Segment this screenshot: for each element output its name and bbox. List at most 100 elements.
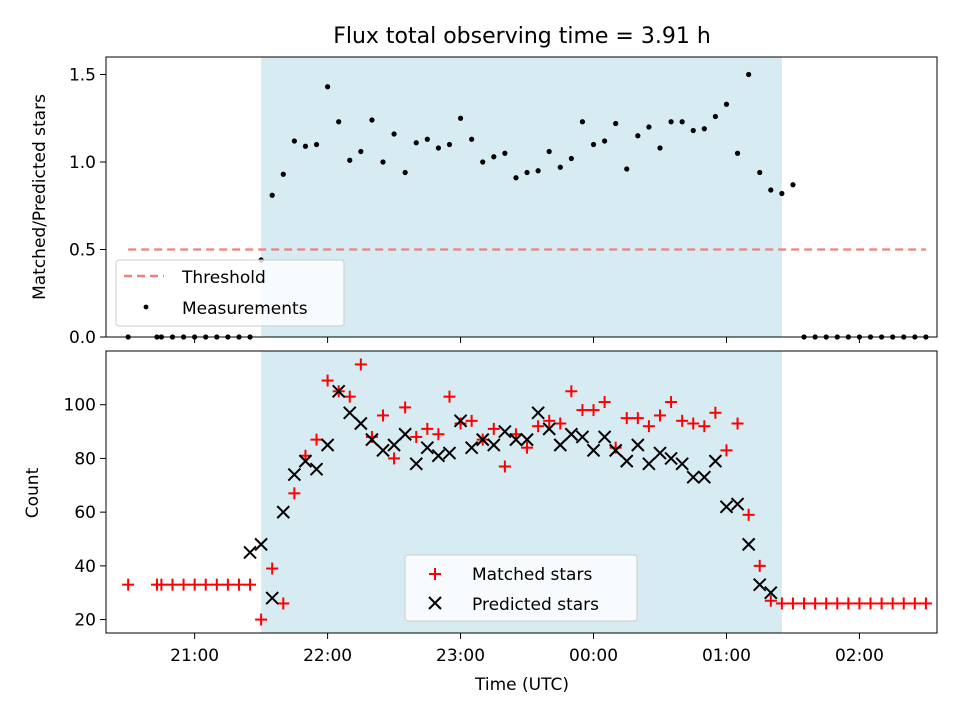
predicted-star-point — [398, 427, 412, 441]
top-plot-frame — [105, 56, 938, 338]
bottom-legend-box — [404, 554, 638, 622]
measurement-point — [635, 133, 641, 139]
predicted-star-point — [243, 545, 257, 560]
predicted-star-point — [708, 454, 723, 468]
predicted-star-point — [343, 406, 357, 420]
matched-star-point — [432, 428, 445, 441]
measurement-point — [491, 154, 497, 160]
predicted-star-point — [254, 537, 268, 552]
measurement-point — [457, 115, 464, 121]
measurement-point — [624, 166, 630, 172]
matched-star-point — [321, 374, 334, 387]
predicted-star-point — [586, 443, 601, 458]
measurement-point — [402, 169, 408, 176]
measurement-point — [579, 119, 586, 125]
measurement-point — [701, 126, 707, 132]
y-tick-label: 60 — [74, 503, 96, 523]
measurement-point — [568, 155, 574, 162]
matched-star-point — [343, 390, 356, 403]
matched-star-point — [897, 597, 910, 610]
predicted-star-point — [442, 446, 457, 460]
matched-star-point — [388, 452, 401, 465]
matched-star-point — [543, 414, 556, 427]
matched-star-point — [554, 417, 567, 430]
matched-star-point — [166, 578, 179, 591]
predicted-star-point — [719, 500, 734, 514]
matched-star-point — [753, 559, 766, 572]
measurement-point — [280, 171, 286, 177]
bottom-plot-content — [122, 358, 932, 626]
x-tick-label: 23:00 — [436, 646, 485, 666]
matched-star-point — [786, 597, 799, 610]
matched-star-point — [255, 613, 268, 626]
matched-star-point — [886, 597, 899, 610]
measurement-point — [590, 141, 597, 148]
matched-star-point — [155, 578, 168, 591]
matched-star-point — [498, 460, 511, 473]
top-legend-box — [115, 259, 345, 327]
matched-star-point — [421, 422, 434, 435]
measurement-point — [513, 175, 519, 181]
matched-star-point — [587, 404, 600, 417]
matched-star-point — [199, 578, 212, 591]
top-x-tick-marks — [194, 337, 860, 343]
matched-star-point — [598, 396, 611, 409]
matched-star-point — [642, 420, 655, 433]
matched-star-point — [122, 578, 135, 591]
matched-star-point — [487, 422, 500, 435]
predicted-star-point — [730, 497, 745, 511]
predicted-star-point — [354, 416, 368, 431]
measurement-point — [325, 84, 331, 90]
bottom-legend: Matched stars Predicted stars — [404, 554, 638, 622]
top-y-axis-label: Matched/Predicted stars — [30, 94, 50, 300]
predicted-star-point — [431, 449, 446, 463]
measurement-point — [546, 148, 552, 155]
matched-star-point — [266, 562, 279, 575]
predicted-star-point — [597, 430, 612, 444]
predicted-star-point — [409, 457, 423, 471]
matched-star-point — [853, 597, 866, 610]
matched-star-point — [875, 597, 888, 610]
predicted-star-point — [298, 454, 313, 468]
predicted-stars-legend-label: Predicted stars — [472, 595, 599, 615]
predicted-star-point — [564, 427, 579, 441]
predicted-star-point — [520, 432, 534, 447]
matched-star-point — [177, 578, 190, 591]
matched-star-point — [399, 401, 412, 414]
matched-star-point — [443, 390, 456, 403]
y-tick-label: 20 — [74, 611, 96, 631]
y-tick-label: 1.0 — [69, 153, 96, 173]
measurement-point — [480, 159, 486, 165]
predicted-star-point — [753, 577, 767, 592]
top-legend: Threshold Measurements — [115, 259, 345, 327]
measurement-point — [469, 136, 475, 142]
predicted-star-point — [376, 443, 390, 458]
matched-star-point — [377, 409, 389, 422]
matched-star-point — [354, 358, 367, 371]
matched-star-point — [521, 441, 534, 454]
matched-star-point — [709, 406, 722, 419]
predicted-star-point — [553, 438, 567, 452]
measurement-point — [779, 190, 785, 197]
measurement-point — [358, 148, 364, 155]
measurement-point — [435, 145, 441, 151]
matched-star-point — [809, 597, 822, 610]
measurement-point — [502, 150, 508, 156]
bottom-x-axis: 21:00 22:00 23:00 00:00 01:00 02:00 — [170, 633, 884, 666]
matched-star-point — [720, 444, 733, 457]
measurement-point — [302, 143, 309, 149]
matched-stars-legend-label: Matched stars — [472, 565, 592, 585]
top-y-axis: 0.0 0.5 1.0 1.5 — [69, 66, 106, 348]
matched-star-point — [654, 409, 666, 422]
measurement-point — [413, 140, 419, 146]
predicted-star-point — [664, 451, 678, 466]
predicted-star-point — [686, 470, 700, 484]
measurement-point — [336, 119, 342, 125]
y-tick-label: 0.0 — [69, 328, 96, 348]
matched-star-point — [764, 594, 777, 607]
top-chart-title: Flux total observing time = 3.91 h — [333, 24, 711, 49]
bottom-y-axis: 20 40 60 80 100 — [64, 396, 106, 631]
predicted-star-point — [608, 443, 623, 458]
matched-star-point — [631, 412, 644, 425]
predicted-star-point — [276, 505, 290, 519]
